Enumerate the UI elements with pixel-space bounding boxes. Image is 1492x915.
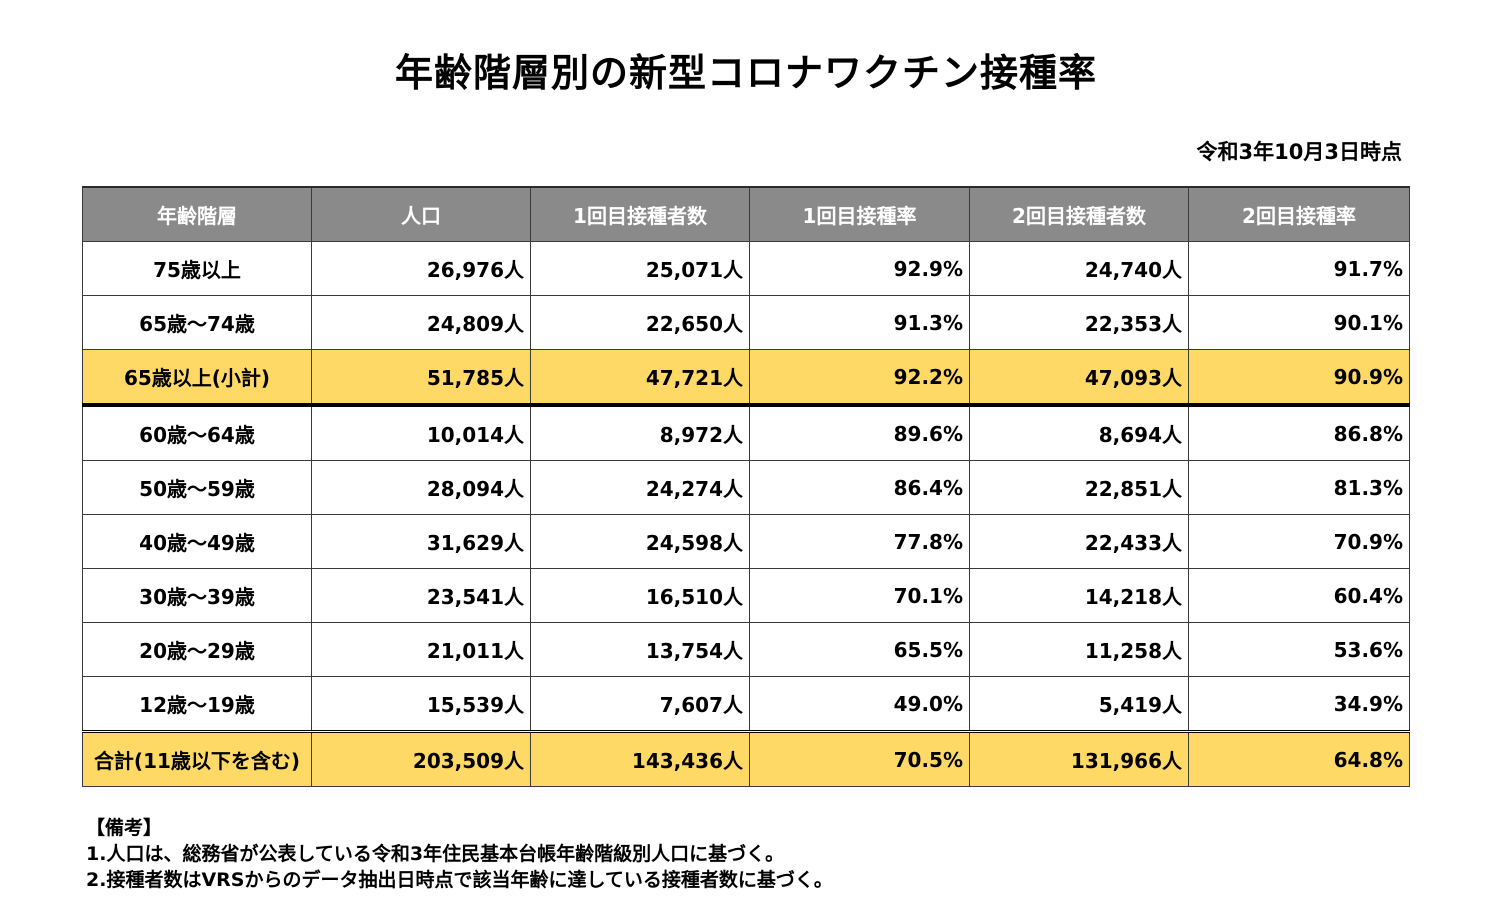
age-group-cell: 65歳以上(小計) [82, 349, 312, 407]
dose2-rate-cell: 86.8% [1188, 404, 1410, 461]
dose1-rate-cell: 70.5% [749, 730, 970, 787]
age-group-cell: 40歳～49歳 [82, 514, 312, 569]
note-line: 2.接種者数はVRSからのデータ抽出日時点で該当年齢に達している接種者数に基づく… [86, 869, 833, 891]
dose2-rate-cell: 34.9% [1188, 676, 1410, 732]
age-group-cell: 65歳～74歳 [82, 295, 312, 350]
dose1-count-cell: 22,650人 [530, 295, 750, 350]
dose1-rate-cell: 92.9% [749, 241, 970, 296]
age-group-cell: 12歳～19歳 [82, 676, 312, 732]
population-cell: 31,629人 [311, 514, 531, 569]
dose2-count-cell: 24,740人 [969, 241, 1189, 296]
population-cell: 23,541人 [311, 568, 531, 623]
header-dose1-count: 1回目接種者数 [530, 186, 750, 242]
dose2-count-cell: 131,966人 [969, 730, 1189, 787]
dose1-rate-cell: 86.4% [749, 460, 970, 515]
dose2-rate-cell: 60.4% [1188, 568, 1410, 623]
dose2-count-cell: 5,419人 [969, 676, 1189, 732]
population-cell: 10,014人 [311, 404, 531, 461]
dose1-rate-cell: 77.8% [749, 514, 970, 569]
dose1-count-cell: 47,721人 [530, 349, 750, 407]
dose2-count-cell: 22,353人 [969, 295, 1189, 350]
population-cell: 28,094人 [311, 460, 531, 515]
dose1-count-cell: 143,436人 [530, 730, 750, 787]
dose1-count-cell: 25,071人 [530, 241, 750, 296]
dose2-rate-cell: 90.1% [1188, 295, 1410, 350]
header-dose1-rate: 1回目接種率 [749, 186, 970, 242]
age-group-cell: 60歳～64歳 [82, 404, 312, 461]
dose2-count-cell: 22,433人 [969, 514, 1189, 569]
population-cell: 203,509人 [311, 730, 531, 787]
dose1-count-cell: 16,510人 [530, 568, 750, 623]
population-cell: 51,785人 [311, 349, 531, 407]
page-title: 年齢階層別の新型コロナワクチン接種率 [394, 51, 1097, 95]
dose1-count-cell: 24,598人 [530, 514, 750, 569]
table-row: 40歳～49歳 31,629人 24,598人 77.8% 22,433人 70… [82, 514, 1410, 569]
note-line: 1.人口は、総務省が公表している令和3年住民基本台帳年齢階級別人口に基づく。 [86, 843, 785, 865]
dose2-rate-cell: 64.8% [1188, 730, 1410, 787]
table-header-row: 年齢階層 人口 1回目接種者数 1回目接種率 2回目接種者数 2回目接種率 [82, 186, 1410, 242]
dose1-rate-cell: 65.5% [749, 622, 970, 677]
dose2-rate-cell: 90.9% [1188, 349, 1410, 407]
dose2-count-cell: 14,218人 [969, 568, 1189, 623]
table-row: 75歳以上 26,976人 25,071人 92.9% 24,740人 91.7… [82, 241, 1410, 296]
dose1-count-cell: 8,972人 [530, 404, 750, 461]
table-row: 30歳～39歳 23,541人 16,510人 70.1% 14,218人 60… [82, 568, 1410, 623]
dose2-rate-cell: 70.9% [1188, 514, 1410, 569]
dose1-count-cell: 13,754人 [530, 622, 750, 677]
dose1-rate-cell: 70.1% [749, 568, 970, 623]
table-row: 20歳～29歳 21,011人 13,754人 65.5% 11,258人 53… [82, 622, 1410, 677]
dose1-rate-cell: 49.0% [749, 676, 970, 732]
dose2-count-cell: 11,258人 [969, 622, 1189, 677]
vaccination-rate-table: 年齢階層 人口 1回目接種者数 1回目接種率 2回目接種者数 2回目接種率 75… [82, 186, 1410, 787]
dose1-count-cell: 7,607人 [530, 676, 750, 732]
as-of-date: 令和3年10月3日時点 [1196, 140, 1402, 164]
dose1-rate-cell: 91.3% [749, 295, 970, 350]
subtotal-row: 65歳以上(小計) 51,785人 47,721人 92.2% 47,093人 … [82, 349, 1410, 407]
dose2-rate-cell: 81.3% [1188, 460, 1410, 515]
dose1-rate-cell: 92.2% [749, 349, 970, 407]
age-group-cell: 50歳～59歳 [82, 460, 312, 515]
header-dose2-rate: 2回目接種率 [1188, 186, 1410, 242]
age-group-cell: 75歳以上 [82, 241, 312, 296]
table-row: 60歳～64歳 10,014人 8,972人 89.6% 8,694人 86.8… [82, 404, 1410, 461]
dose2-rate-cell: 91.7% [1188, 241, 1410, 296]
header-population: 人口 [311, 186, 531, 242]
age-group-cell: 30歳～39歳 [82, 568, 312, 623]
dose1-rate-cell: 89.6% [749, 404, 970, 461]
population-cell: 26,976人 [311, 241, 531, 296]
notes-section: 【備考】 1.人口は、総務省が公表している令和3年住民基本台帳年齢階級別人口に基… [86, 815, 833, 893]
header-age-group: 年齢階層 [82, 186, 312, 242]
notes-heading: 【備考】 [86, 817, 163, 839]
age-group-cell: 20歳～29歳 [82, 622, 312, 677]
dose2-count-cell: 47,093人 [969, 349, 1189, 407]
table-row: 50歳～59歳 28,094人 24,274人 86.4% 22,851人 81… [82, 460, 1410, 515]
header-dose2-count: 2回目接種者数 [969, 186, 1189, 242]
age-group-cell: 合計(11歳以下を含む) [82, 730, 312, 787]
dose1-count-cell: 24,274人 [530, 460, 750, 515]
dose2-rate-cell: 53.6% [1188, 622, 1410, 677]
total-row: 合計(11歳以下を含む) 203,509人 143,436人 70.5% 131… [82, 730, 1410, 787]
population-cell: 21,011人 [311, 622, 531, 677]
population-cell: 24,809人 [311, 295, 531, 350]
table-row: 65歳～74歳 24,809人 22,650人 91.3% 22,353人 90… [82, 295, 1410, 350]
dose2-count-cell: 8,694人 [969, 404, 1189, 461]
population-cell: 15,539人 [311, 676, 531, 732]
dose2-count-cell: 22,851人 [969, 460, 1189, 515]
table-row: 12歳～19歳 15,539人 7,607人 49.0% 5,419人 34.9… [82, 676, 1410, 732]
